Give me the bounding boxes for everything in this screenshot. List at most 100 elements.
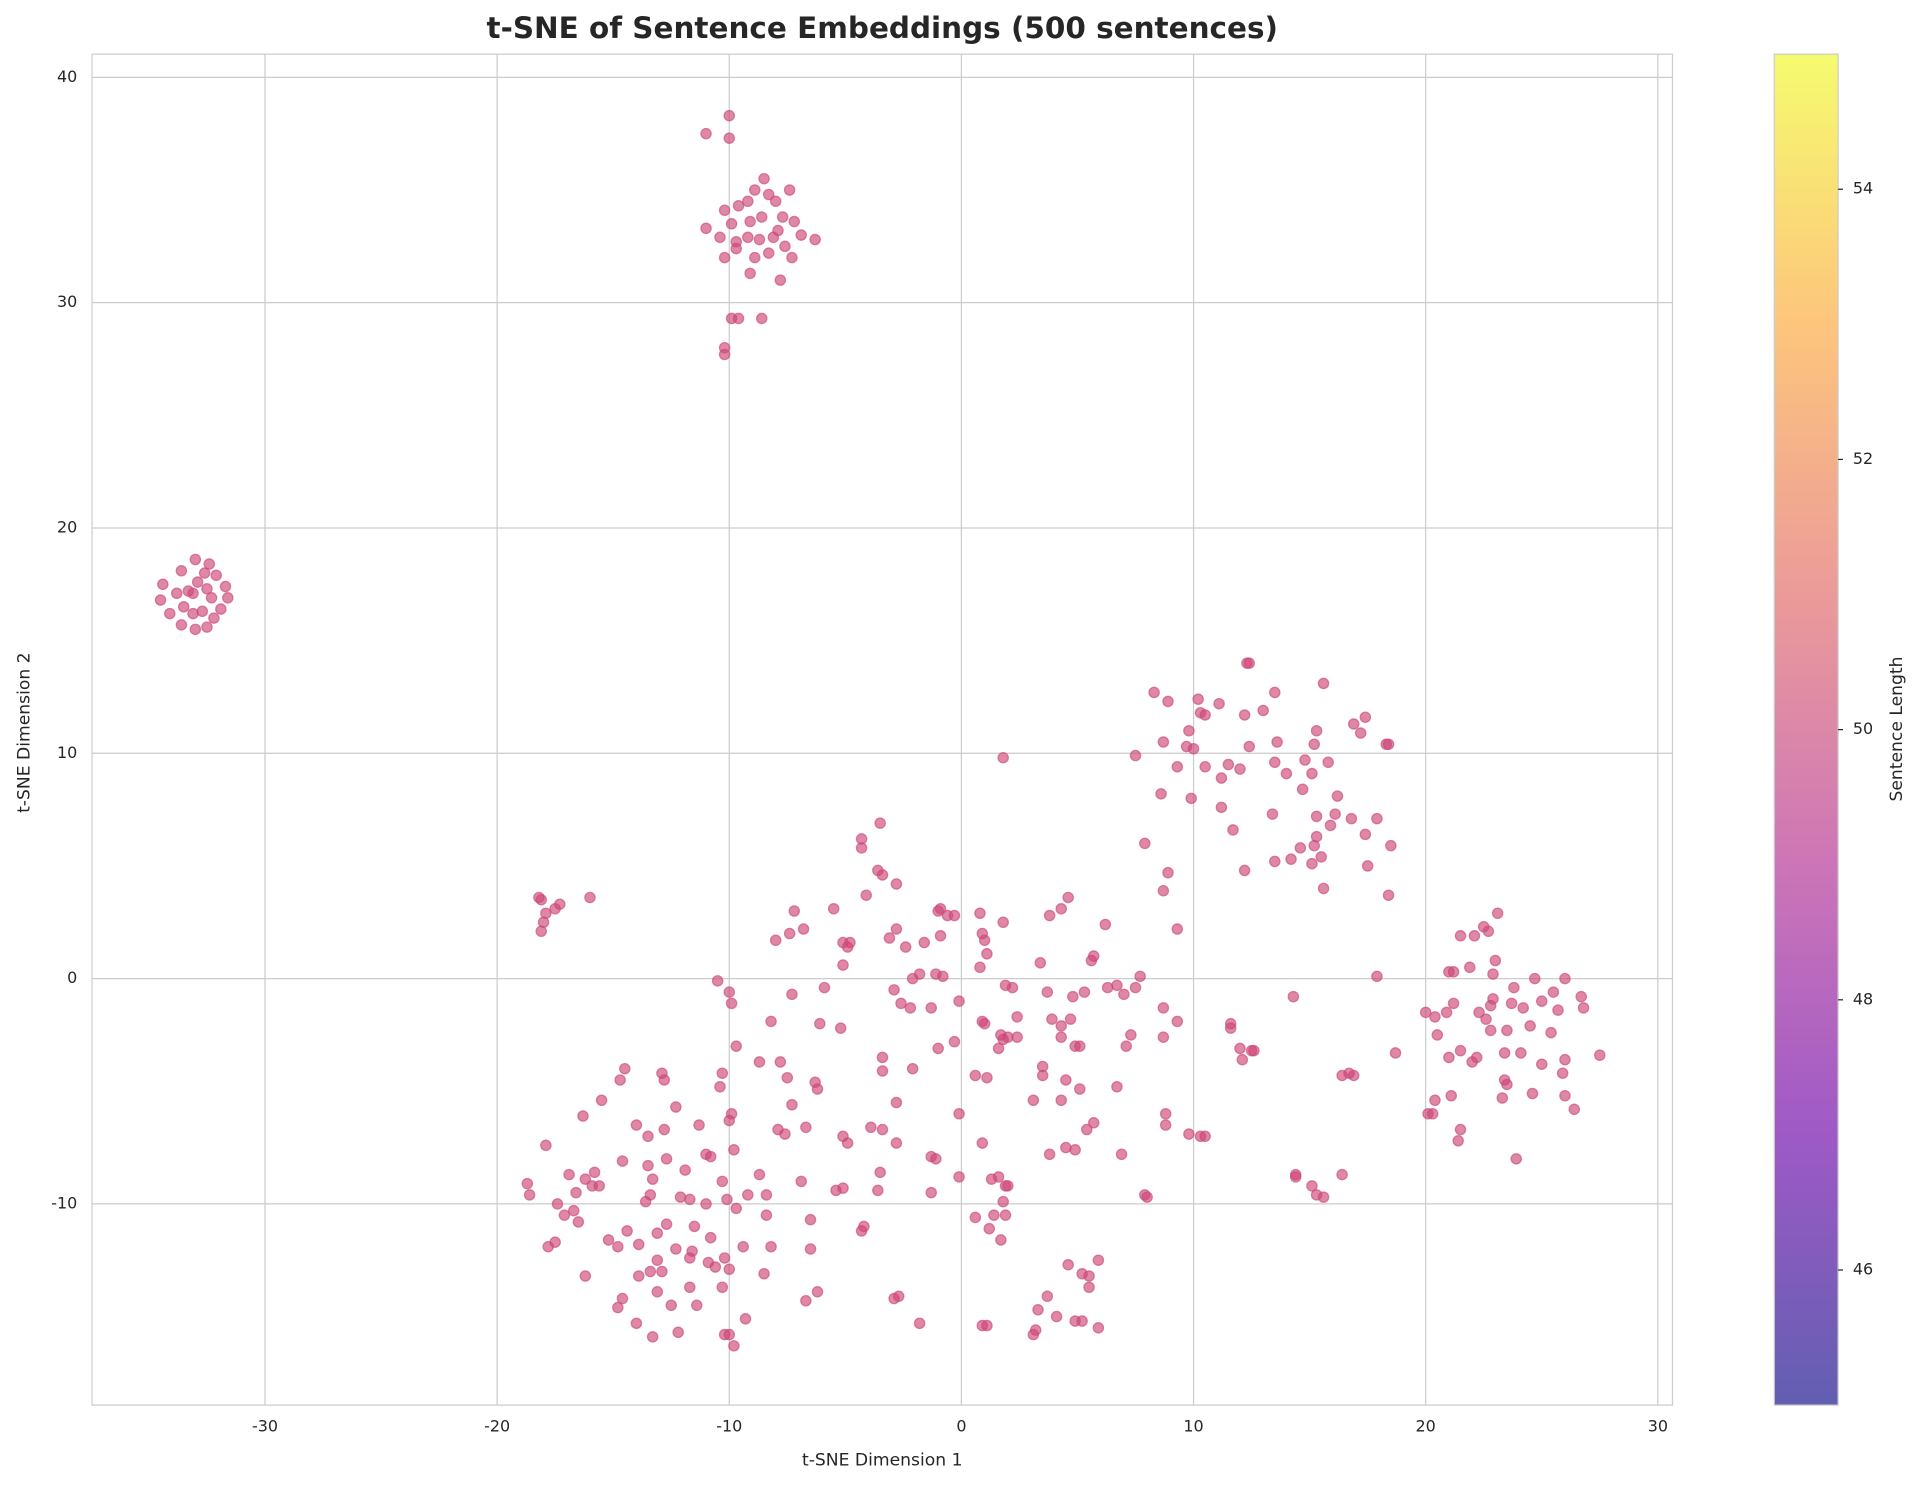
point (1310, 724, 1323, 737)
point (584, 891, 596, 904)
point (651, 1286, 664, 1298)
point (786, 251, 798, 264)
point (1080, 1123, 1093, 1136)
point (570, 1186, 582, 1199)
point (1280, 767, 1293, 780)
point (1484, 1024, 1497, 1037)
point (1454, 1044, 1467, 1057)
point (1055, 1031, 1067, 1043)
point (811, 1083, 824, 1095)
point (814, 1017, 826, 1030)
point (1285, 853, 1297, 865)
point (769, 195, 782, 208)
y-tick-label: 10 (57, 743, 77, 762)
point (999, 1180, 1012, 1192)
point (760, 1209, 773, 1221)
point (1099, 918, 1112, 931)
point (1011, 1011, 1023, 1023)
point (804, 1213, 817, 1226)
point (630, 1119, 643, 1131)
point (716, 1281, 729, 1294)
point (602, 1234, 615, 1246)
point (981, 1071, 993, 1084)
point (672, 1326, 684, 1339)
point (1556, 1067, 1569, 1079)
point (1041, 1290, 1054, 1303)
point (1036, 1069, 1049, 1082)
point (976, 1015, 989, 1028)
point (1452, 1135, 1464, 1147)
point (1487, 993, 1499, 1005)
point (841, 1137, 854, 1149)
point (988, 1209, 1000, 1221)
point (755, 312, 768, 325)
point (164, 607, 176, 620)
point (781, 1071, 794, 1084)
point (788, 215, 801, 228)
point (187, 587, 199, 600)
point (765, 1015, 777, 1028)
point (925, 1002, 937, 1014)
colorbar (1773, 53, 1839, 1406)
point (1443, 1051, 1455, 1064)
y-tick-label: 20 (57, 517, 77, 536)
point (1535, 995, 1548, 1007)
point (1238, 864, 1251, 877)
point (1361, 860, 1374, 872)
point (837, 959, 849, 971)
point (1322, 756, 1334, 769)
point (1076, 1315, 1088, 1327)
point (776, 211, 789, 223)
x-tick-label: 30 (1648, 1417, 1668, 1436)
point (616, 1292, 629, 1305)
point (742, 1189, 754, 1201)
point (656, 1265, 668, 1278)
point (1027, 1094, 1040, 1107)
point (1171, 923, 1184, 935)
x-tick-label: 0 (956, 1417, 966, 1436)
point (974, 907, 986, 920)
point (1269, 756, 1281, 769)
point (1087, 950, 1100, 962)
point (1491, 907, 1504, 920)
point (795, 1175, 807, 1188)
point (1041, 986, 1054, 998)
point (1134, 970, 1146, 983)
point (1185, 792, 1197, 805)
point (934, 930, 947, 942)
point (760, 1189, 773, 1201)
point (1157, 884, 1170, 897)
point (175, 619, 188, 631)
point (198, 567, 211, 579)
x-tick-label: 10 (1183, 1417, 1203, 1436)
point (1496, 1092, 1509, 1104)
point (1067, 990, 1079, 1003)
point (1515, 1047, 1527, 1059)
point (906, 972, 919, 985)
x-tick-label: -10 (716, 1417, 742, 1436)
point (932, 1042, 944, 1055)
point (1157, 1002, 1170, 1014)
point (1060, 1141, 1072, 1154)
point (551, 1198, 564, 1210)
point (579, 1173, 592, 1185)
point (728, 1340, 740, 1352)
point (1139, 837, 1151, 850)
point (783, 927, 796, 940)
point (201, 621, 213, 633)
point (783, 184, 796, 196)
point (1529, 972, 1541, 985)
point (983, 1222, 996, 1235)
point (732, 312, 745, 325)
point (953, 995, 965, 1007)
point (688, 1220, 701, 1233)
point (730, 1202, 742, 1215)
point (723, 1328, 736, 1341)
point (899, 941, 912, 953)
point (774, 274, 787, 286)
point (1159, 1108, 1172, 1120)
point (579, 1270, 592, 1282)
point (739, 1313, 752, 1325)
point (1115, 1148, 1128, 1161)
point (1257, 704, 1269, 717)
